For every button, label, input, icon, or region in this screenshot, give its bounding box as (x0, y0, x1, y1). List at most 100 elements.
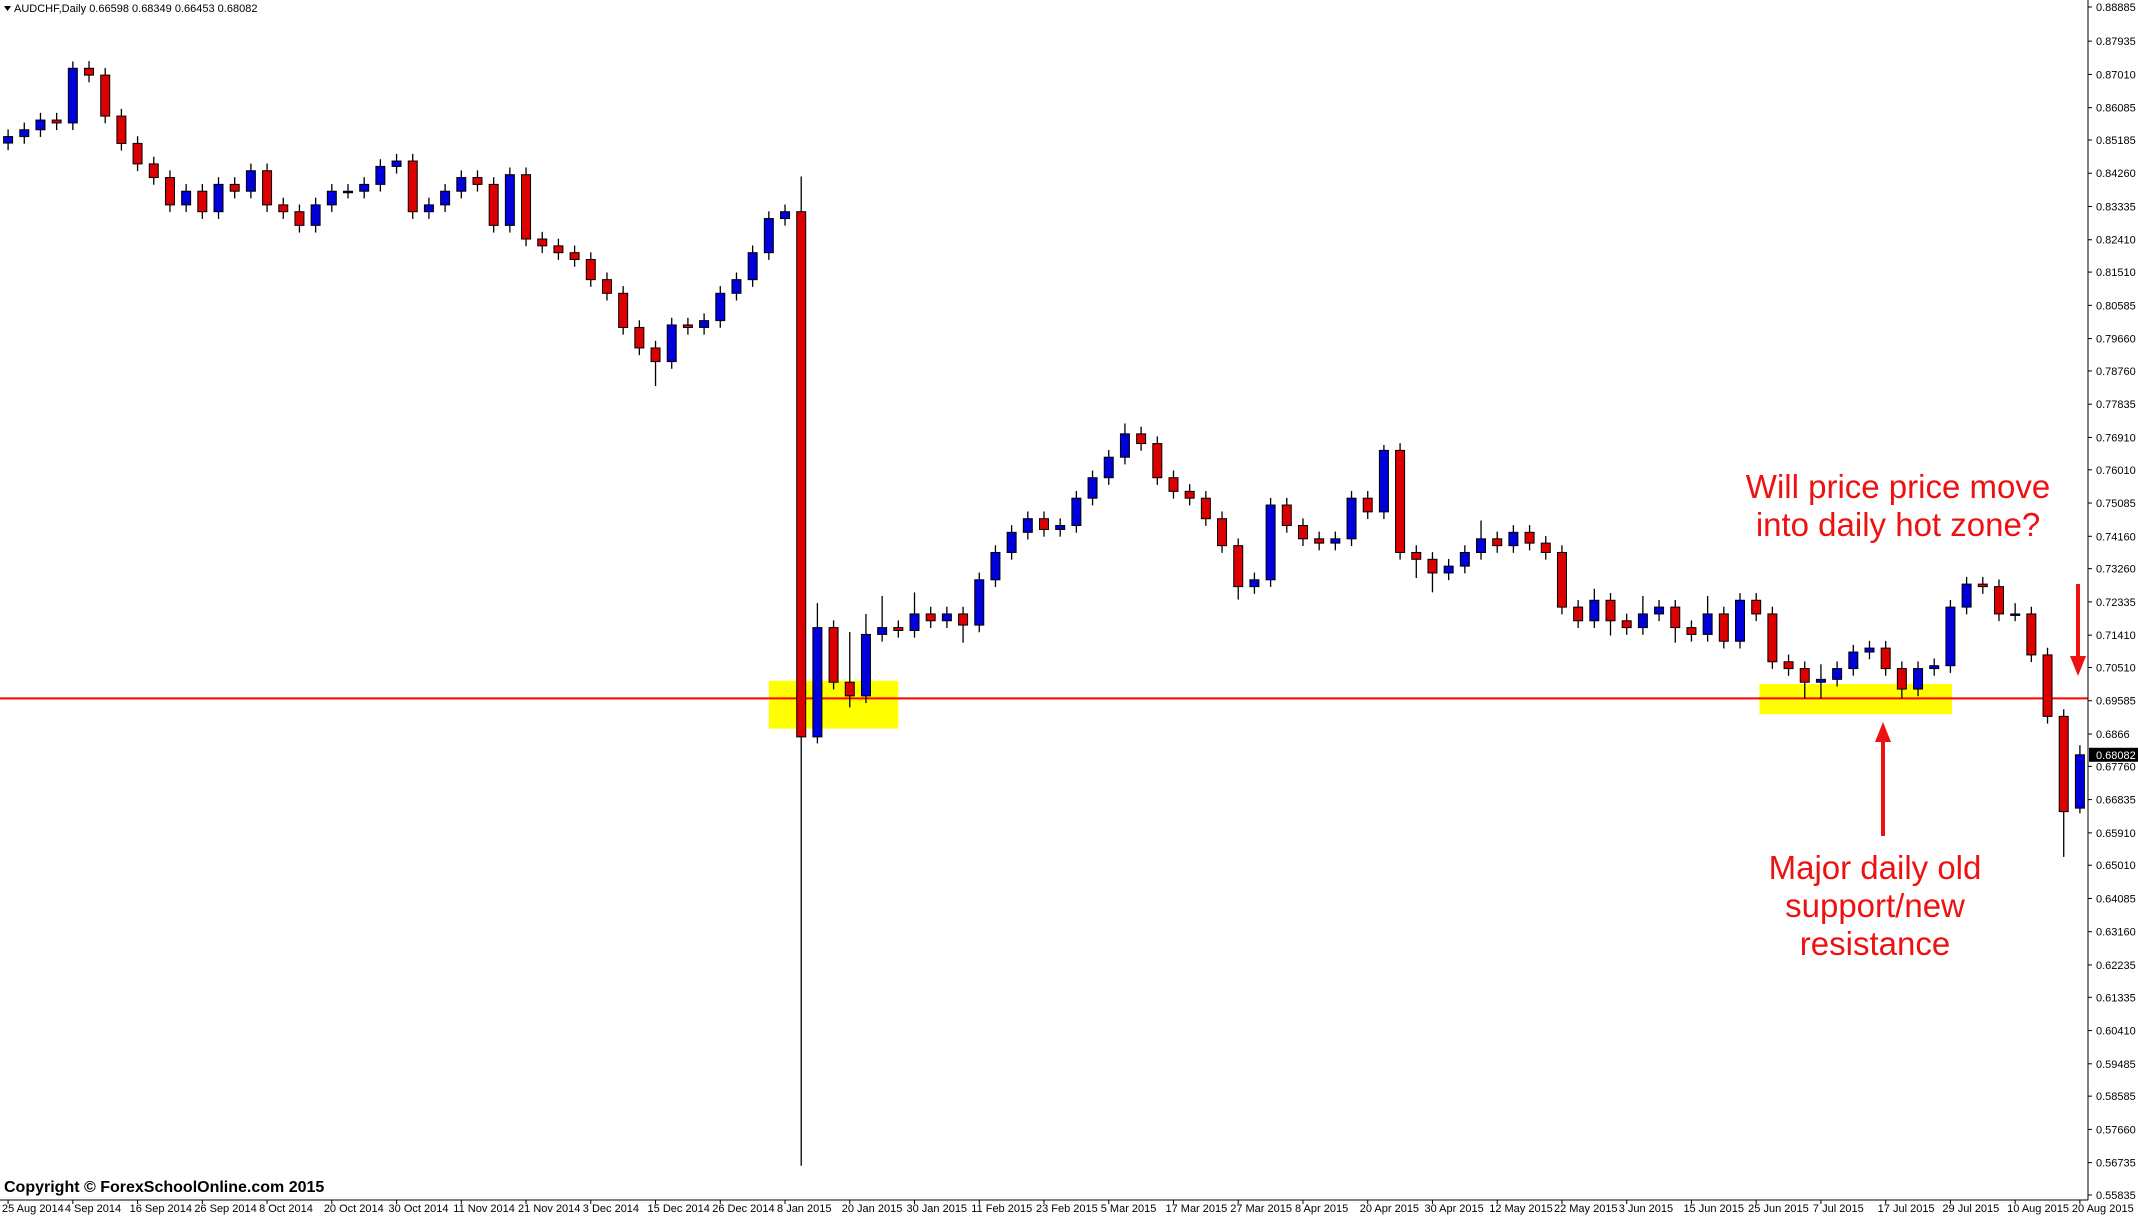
candle-body (909, 613, 920, 631)
candle-body (780, 211, 791, 220)
x-tick-label: 17 Mar 2015 (1165, 1203, 1227, 1215)
y-tick-label: 0.73260 (2096, 564, 2136, 576)
candle-body (537, 238, 548, 247)
y-tick-label: 0.65910 (2096, 828, 2136, 840)
x-tick-label: 25 Aug 2014 (2, 1203, 64, 1215)
candle-body (1589, 599, 1600, 622)
x-tick-label: 8 Jan 2015 (777, 1203, 831, 1215)
candle-body (553, 245, 564, 254)
x-tick-label: 20 Oct 2014 (324, 1203, 384, 1215)
annotation-arrow (1875, 722, 1891, 836)
y-tick-label: 0.80585 (2096, 300, 2136, 312)
candle-body (294, 211, 305, 226)
x-tick-label: 26 Dec 2014 (712, 1203, 774, 1215)
candle-body (1362, 497, 1373, 513)
candle-body (1265, 504, 1276, 581)
x-tick-label: 10 Aug 2015 (2007, 1203, 2069, 1215)
copyright: Copyright © ForexSchoolOnline.com 2015 (4, 1179, 324, 1196)
candle-body (1880, 647, 1891, 670)
x-tick-label: 30 Jan 2015 (907, 1203, 968, 1215)
candle-body (1071, 497, 1082, 527)
candle-body (1702, 613, 1713, 635)
x-tick-label: 12 May 2015 (1489, 1203, 1553, 1215)
x-tick-label: 25 Jun 2015 (1748, 1203, 1809, 1215)
y-tick-label: 0.57660 (2096, 1124, 2136, 1136)
candle-body (731, 279, 742, 294)
candle-body (1767, 613, 1778, 663)
candle-body (1395, 449, 1406, 553)
candle-body (1249, 579, 1260, 588)
candle-body (1136, 433, 1147, 445)
x-tick-label: 30 Oct 2014 (389, 1203, 449, 1215)
candle-body (1961, 583, 1972, 608)
x-tick-label: 4 Sep 2014 (65, 1203, 121, 1215)
candle-body (1573, 606, 1584, 622)
annotation-arrow (2070, 584, 2086, 676)
x-tick-label: 20 Aug 2015 (2072, 1203, 2134, 1215)
candle-body (1929, 665, 1940, 670)
candle-body (1427, 558, 1438, 574)
candle-body (84, 67, 95, 76)
candle-body (2042, 654, 2053, 717)
x-tick-label: 3 Dec 2014 (583, 1203, 639, 1215)
x-tick-label: 29 Jul 2015 (1942, 1203, 1999, 1215)
candle-body (148, 163, 159, 179)
x-tick-label: 15 Jun 2015 (1683, 1203, 1744, 1215)
candle-body (1751, 599, 1762, 615)
y-tick-label: 0.78760 (2096, 366, 2136, 378)
candle-body (1443, 565, 1454, 574)
candle-body (569, 252, 580, 261)
candle-body (1977, 583, 1988, 588)
candle-body (1459, 551, 1470, 567)
candle-body (1864, 647, 1875, 653)
candle-body (521, 174, 532, 240)
candle-body (1654, 606, 1665, 615)
candle-body (504, 174, 515, 226)
candle-body (877, 627, 888, 635)
annotation-text: Will price price move (1746, 468, 2050, 505)
y-tick-label: 0.81510 (2096, 267, 2136, 279)
candle-body (828, 627, 839, 683)
y-tick-label: 0.75085 (2096, 498, 2136, 510)
candle-body (2058, 715, 2069, 813)
candle-body (1233, 545, 1244, 588)
candle-body (1735, 599, 1745, 642)
candle-body (19, 129, 30, 138)
candle-body (1848, 651, 1859, 670)
close-value: 0.68082 (218, 3, 258, 15)
y-tick-label: 0.72335 (2096, 597, 2136, 609)
candle-body (164, 177, 175, 206)
candle-body (423, 204, 434, 213)
x-tick-label: 30 Apr 2015 (1424, 1203, 1483, 1215)
y-tick-label: 0.76010 (2096, 465, 2136, 477)
candle-body (1119, 433, 1130, 458)
open-value: 0.66598 (89, 3, 129, 15)
candle-body (1330, 538, 1341, 544)
y-tick-label: 0.59485 (2096, 1059, 2136, 1071)
y-tick-label: 0.71410 (2096, 630, 2136, 642)
candle-body (1314, 538, 1325, 544)
y-tick-label: 0.83335 (2096, 201, 2136, 213)
candle-body (1605, 599, 1616, 622)
candle-body (1039, 518, 1049, 530)
candle-body (1556, 551, 1567, 608)
x-tick-label: 11 Feb 2015 (971, 1203, 1032, 1215)
candle-body (1103, 456, 1114, 479)
candle-body (197, 190, 208, 213)
candle-body (1006, 531, 1017, 553)
candle-body (941, 613, 952, 622)
candle-body (51, 119, 62, 124)
candle-body (682, 324, 693, 328)
y-tick-label: 0.86085 (2096, 103, 2136, 115)
y-tick-label: 0.87010 (2096, 69, 2136, 81)
candle-body (278, 204, 289, 213)
candle-body (2010, 613, 2021, 616)
candles (3, 61, 2085, 1166)
candle-body (2074, 754, 2085, 809)
x-tick-label: 8 Apr 2015 (1295, 1203, 1348, 1215)
candle-body (310, 204, 321, 226)
candle-body (132, 142, 143, 165)
